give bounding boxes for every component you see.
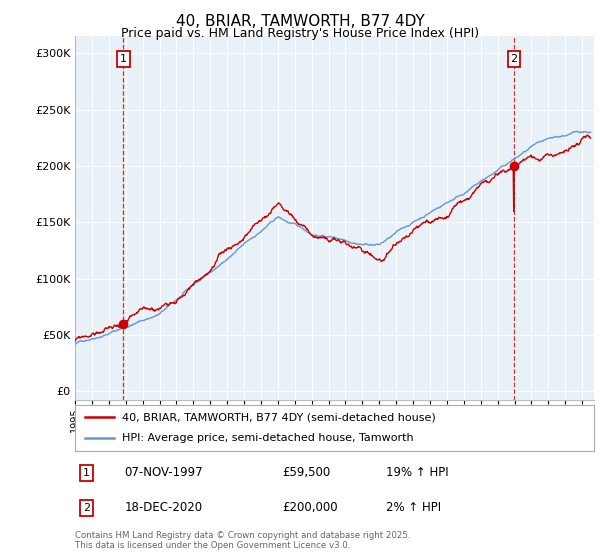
Text: £59,500: £59,500 xyxy=(283,466,331,479)
Text: 07-NOV-1997: 07-NOV-1997 xyxy=(124,466,203,479)
Text: 40, BRIAR, TAMWORTH, B77 4DY (semi-detached house): 40, BRIAR, TAMWORTH, B77 4DY (semi-detac… xyxy=(122,412,436,422)
Text: 1: 1 xyxy=(83,468,90,478)
Text: £200,000: £200,000 xyxy=(283,501,338,515)
Text: 2% ↑ HPI: 2% ↑ HPI xyxy=(386,501,442,515)
Text: 2: 2 xyxy=(511,54,517,64)
Text: 19% ↑ HPI: 19% ↑ HPI xyxy=(386,466,449,479)
Text: HPI: Average price, semi-detached house, Tamworth: HPI: Average price, semi-detached house,… xyxy=(122,433,413,444)
Text: Price paid vs. HM Land Registry's House Price Index (HPI): Price paid vs. HM Land Registry's House … xyxy=(121,27,479,40)
Text: 40, BRIAR, TAMWORTH, B77 4DY: 40, BRIAR, TAMWORTH, B77 4DY xyxy=(176,14,424,29)
Text: Contains HM Land Registry data © Crown copyright and database right 2025.
This d: Contains HM Land Registry data © Crown c… xyxy=(75,530,410,550)
Text: 2: 2 xyxy=(83,503,90,513)
Text: 1: 1 xyxy=(120,54,127,64)
Text: 18-DEC-2020: 18-DEC-2020 xyxy=(124,501,202,515)
